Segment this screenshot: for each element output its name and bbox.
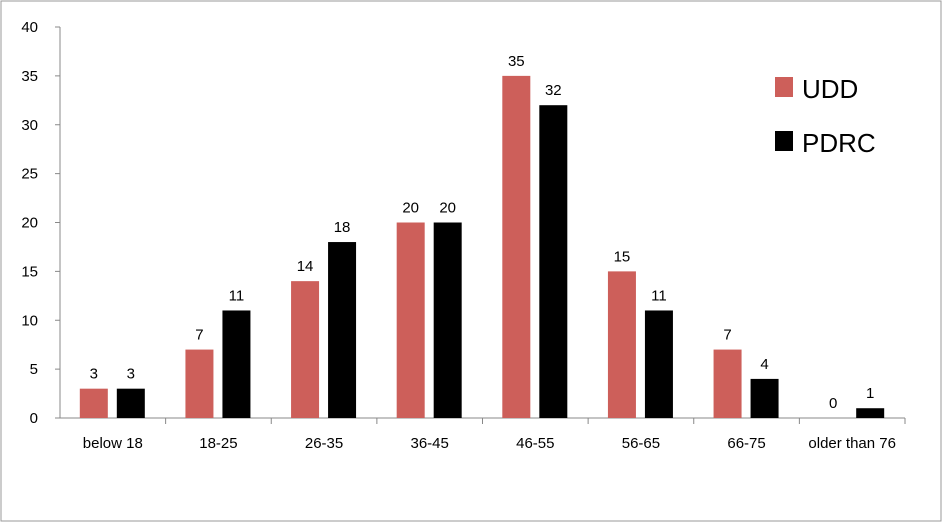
bar bbox=[856, 408, 885, 418]
bar bbox=[79, 388, 108, 418]
x-tick-label: 46-55 bbox=[516, 435, 555, 452]
bar bbox=[713, 349, 742, 418]
x-tick-label: below 18 bbox=[82, 435, 143, 452]
bar bbox=[644, 310, 673, 418]
data-label: 18 bbox=[334, 219, 351, 236]
data-label: 20 bbox=[439, 200, 456, 217]
bar bbox=[433, 222, 462, 418]
y-tick-label: 10 bbox=[21, 312, 38, 329]
x-tick-label: 66-75 bbox=[727, 435, 766, 452]
y-tick-label: 35 bbox=[21, 68, 38, 85]
y-tick-label: 0 bbox=[30, 410, 38, 427]
y-tick-label: 15 bbox=[21, 263, 38, 280]
legend-label: UDD bbox=[802, 74, 858, 104]
x-tick-label: 26-35 bbox=[304, 435, 344, 452]
data-label: 35 bbox=[508, 53, 525, 70]
x-tick-label: 36-45 bbox=[410, 435, 449, 452]
y-tick-label: 25 bbox=[21, 166, 38, 183]
y-tick-label: 5 bbox=[30, 361, 38, 378]
data-label: 14 bbox=[297, 258, 314, 275]
data-label: 11 bbox=[651, 287, 667, 304]
y-tick-label: 30 bbox=[21, 117, 38, 134]
bar bbox=[116, 388, 145, 418]
bar bbox=[502, 75, 531, 418]
bar bbox=[291, 281, 320, 418]
data-label: 15 bbox=[614, 248, 631, 265]
bar bbox=[222, 310, 251, 418]
x-tick-label: 18-25 bbox=[199, 435, 238, 452]
data-label: 0 bbox=[829, 395, 837, 412]
data-label: 11 bbox=[229, 287, 245, 304]
data-label: 1 bbox=[866, 385, 874, 402]
y-tick-label: 20 bbox=[21, 215, 38, 232]
bar bbox=[328, 242, 357, 418]
bar bbox=[539, 105, 568, 418]
bar bbox=[185, 349, 214, 418]
data-label: 3 bbox=[127, 366, 135, 383]
legend-label: PDRC bbox=[802, 128, 876, 158]
y-tick-label: 40 bbox=[21, 19, 38, 36]
data-label: 4 bbox=[760, 356, 768, 373]
x-tick-label: 56-65 bbox=[621, 435, 661, 452]
bar bbox=[750, 378, 779, 418]
x-tick-label: older than 76 bbox=[808, 435, 896, 452]
data-label: 7 bbox=[195, 327, 203, 344]
bar bbox=[607, 271, 636, 418]
legend-swatch bbox=[775, 131, 793, 151]
bar bbox=[396, 222, 425, 418]
data-label: 3 bbox=[90, 366, 98, 383]
data-label: 20 bbox=[402, 200, 419, 217]
legend-swatch bbox=[775, 77, 793, 97]
data-label: 32 bbox=[545, 82, 562, 99]
data-label: 7 bbox=[723, 327, 731, 344]
